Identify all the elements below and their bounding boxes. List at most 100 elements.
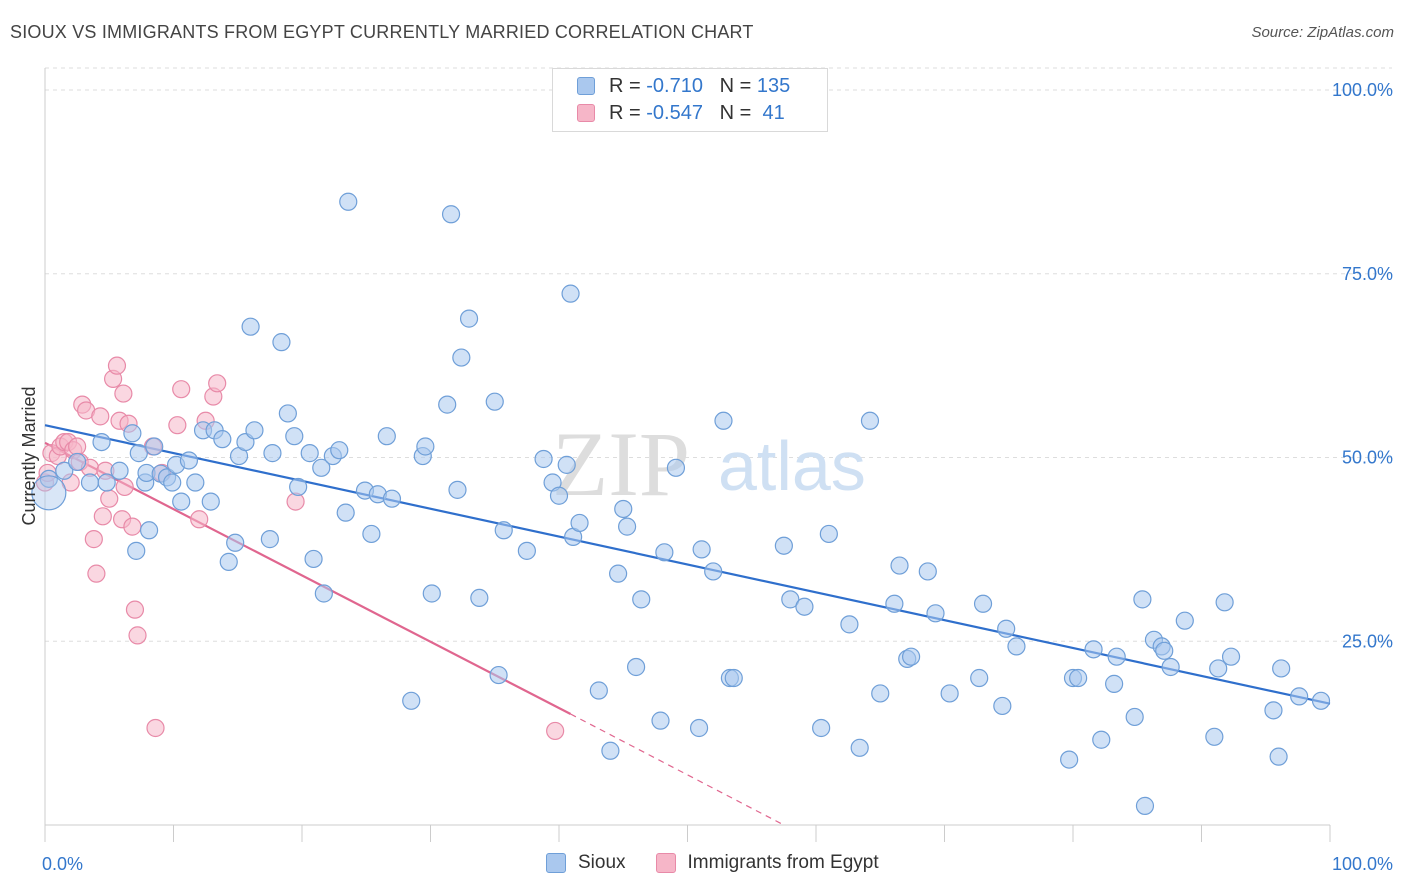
- y-tick-label: 25.0%: [1342, 631, 1393, 651]
- sioux-point: [589, 681, 608, 700]
- chart-title: SIOUX VS IMMIGRANTS FROM EGYPT CURRENTLY…: [10, 22, 754, 42]
- egypt-point: [172, 380, 191, 399]
- sioux-point: [68, 452, 87, 472]
- egypt-legend-label: Immigrants from Egypt: [687, 852, 879, 873]
- sioux-point: [314, 584, 333, 603]
- sioux-point: [416, 437, 435, 456]
- sioux-point: [534, 449, 553, 469]
- sioux-point: [1311, 691, 1331, 710]
- egypt-point: [546, 721, 565, 741]
- sioux-point: [362, 524, 381, 544]
- sioux-point: [285, 427, 304, 446]
- sioux-point: [213, 430, 232, 449]
- sioux-point: [1084, 640, 1103, 659]
- sioux-point: [781, 590, 800, 609]
- sioux-point: [618, 517, 637, 536]
- sioux-point: [692, 540, 711, 559]
- sioux-point: [55, 461, 74, 480]
- sioux-legend-swatch: [546, 853, 566, 873]
- sioux-point: [714, 411, 733, 430]
- sioux-point: [172, 492, 191, 511]
- sioux-point: [145, 437, 164, 456]
- sioux-point: [127, 541, 146, 560]
- series-legend-egypt: Immigrants from Egypt: [655, 852, 879, 874]
- sioux-point: [632, 590, 651, 609]
- egypt-points: [35, 356, 565, 741]
- egypt-point: [87, 564, 106, 583]
- sioux-point: [1215, 593, 1234, 612]
- sioux-point: [840, 615, 859, 634]
- y-tick-label: 75.0%: [1342, 264, 1393, 284]
- sioux-point: [272, 333, 291, 352]
- sioux-point: [1209, 659, 1228, 678]
- sioux-point: [724, 668, 743, 688]
- sioux-point: [336, 503, 355, 522]
- sioux-point: [278, 404, 297, 423]
- sioux-point: [80, 473, 100, 492]
- tick-labels: 25.0% 50.0% 75.0% 100.0% 0.0% 100.0%: [42, 80, 1393, 874]
- sioux-point: [1155, 641, 1174, 660]
- sioux-point: [557, 455, 576, 474]
- sioux-point: [918, 562, 937, 581]
- sioux-point: [139, 521, 159, 540]
- sioux-point: [561, 284, 580, 303]
- sioux-point: [339, 192, 358, 211]
- sioux-point: [655, 543, 674, 562]
- sioux-point: [452, 348, 471, 367]
- egypt-point: [107, 356, 127, 375]
- sioux-point: [201, 492, 220, 511]
- sioux-point: [263, 444, 282, 463]
- sioux-point: [1107, 647, 1126, 666]
- sioux-point: [890, 556, 909, 575]
- legend-n-value: 135: [756, 74, 791, 97]
- sioux-point: [226, 533, 245, 552]
- egypt-point: [190, 510, 209, 529]
- sioux-point: [795, 597, 814, 616]
- sioux-point: [871, 684, 890, 703]
- sioux-point: [1269, 747, 1288, 766]
- sioux-point: [186, 473, 205, 492]
- egypt-point: [68, 437, 87, 456]
- sioux-point: [245, 421, 264, 440]
- sioux-point: [517, 541, 536, 560]
- sioux-point: [970, 668, 989, 688]
- sioux-point: [163, 473, 182, 492]
- axes: [44, 68, 1331, 842]
- egypt-point: [208, 374, 227, 393]
- egypt-point: [125, 600, 145, 619]
- sioux-point: [470, 588, 489, 608]
- sioux-point: [997, 619, 1016, 638]
- sioux-point: [1092, 730, 1111, 749]
- sioux-point: [422, 584, 441, 603]
- sioux-point: [860, 411, 880, 430]
- sioux-point: [129, 444, 148, 463]
- egypt-point: [286, 492, 305, 511]
- sioux-point: [1221, 647, 1241, 666]
- sioux-point: [304, 549, 323, 569]
- sioux-point: [448, 480, 467, 499]
- sioux-point: [704, 562, 723, 581]
- legend-n-label: N =: [719, 74, 757, 97]
- sioux-swatch: [577, 77, 595, 95]
- egypt-point: [115, 477, 134, 497]
- sioux-point: [312, 458, 331, 477]
- egypt-legend-swatch: [655, 853, 676, 873]
- watermark-atlas: atlas: [718, 427, 866, 505]
- legend-row-sioux: R = -0.710 N = 135: [577, 73, 790, 99]
- sioux-point: [330, 441, 349, 460]
- sioux-point: [885, 594, 904, 613]
- sioux-point: [940, 684, 959, 703]
- series-legend-sioux: Sioux: [546, 852, 626, 874]
- correlation-legend: R = -0.710 N = 135 R = -0.547 N = 41: [552, 68, 828, 132]
- egypt-point: [123, 517, 142, 536]
- sioux-point: [601, 741, 620, 760]
- egypt-point: [128, 626, 147, 645]
- sioux-point: [666, 458, 686, 477]
- egypt-point: [93, 507, 112, 526]
- sioux-point: [1161, 657, 1180, 677]
- sioux-point: [1060, 750, 1079, 769]
- sioux-point: [459, 309, 479, 328]
- sioux-point: [609, 564, 628, 583]
- y-tick-label: 100.0%: [1332, 80, 1393, 100]
- sioux-point: [260, 530, 279, 549]
